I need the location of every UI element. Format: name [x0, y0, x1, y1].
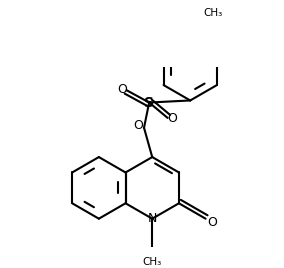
Text: S: S	[144, 95, 154, 110]
Text: O: O	[117, 83, 127, 96]
Text: CH₃: CH₃	[143, 257, 162, 267]
Text: N: N	[148, 212, 157, 225]
Text: O: O	[207, 216, 217, 229]
Text: O: O	[133, 119, 143, 132]
Text: O: O	[167, 113, 177, 125]
Text: CH₃: CH₃	[204, 8, 223, 18]
